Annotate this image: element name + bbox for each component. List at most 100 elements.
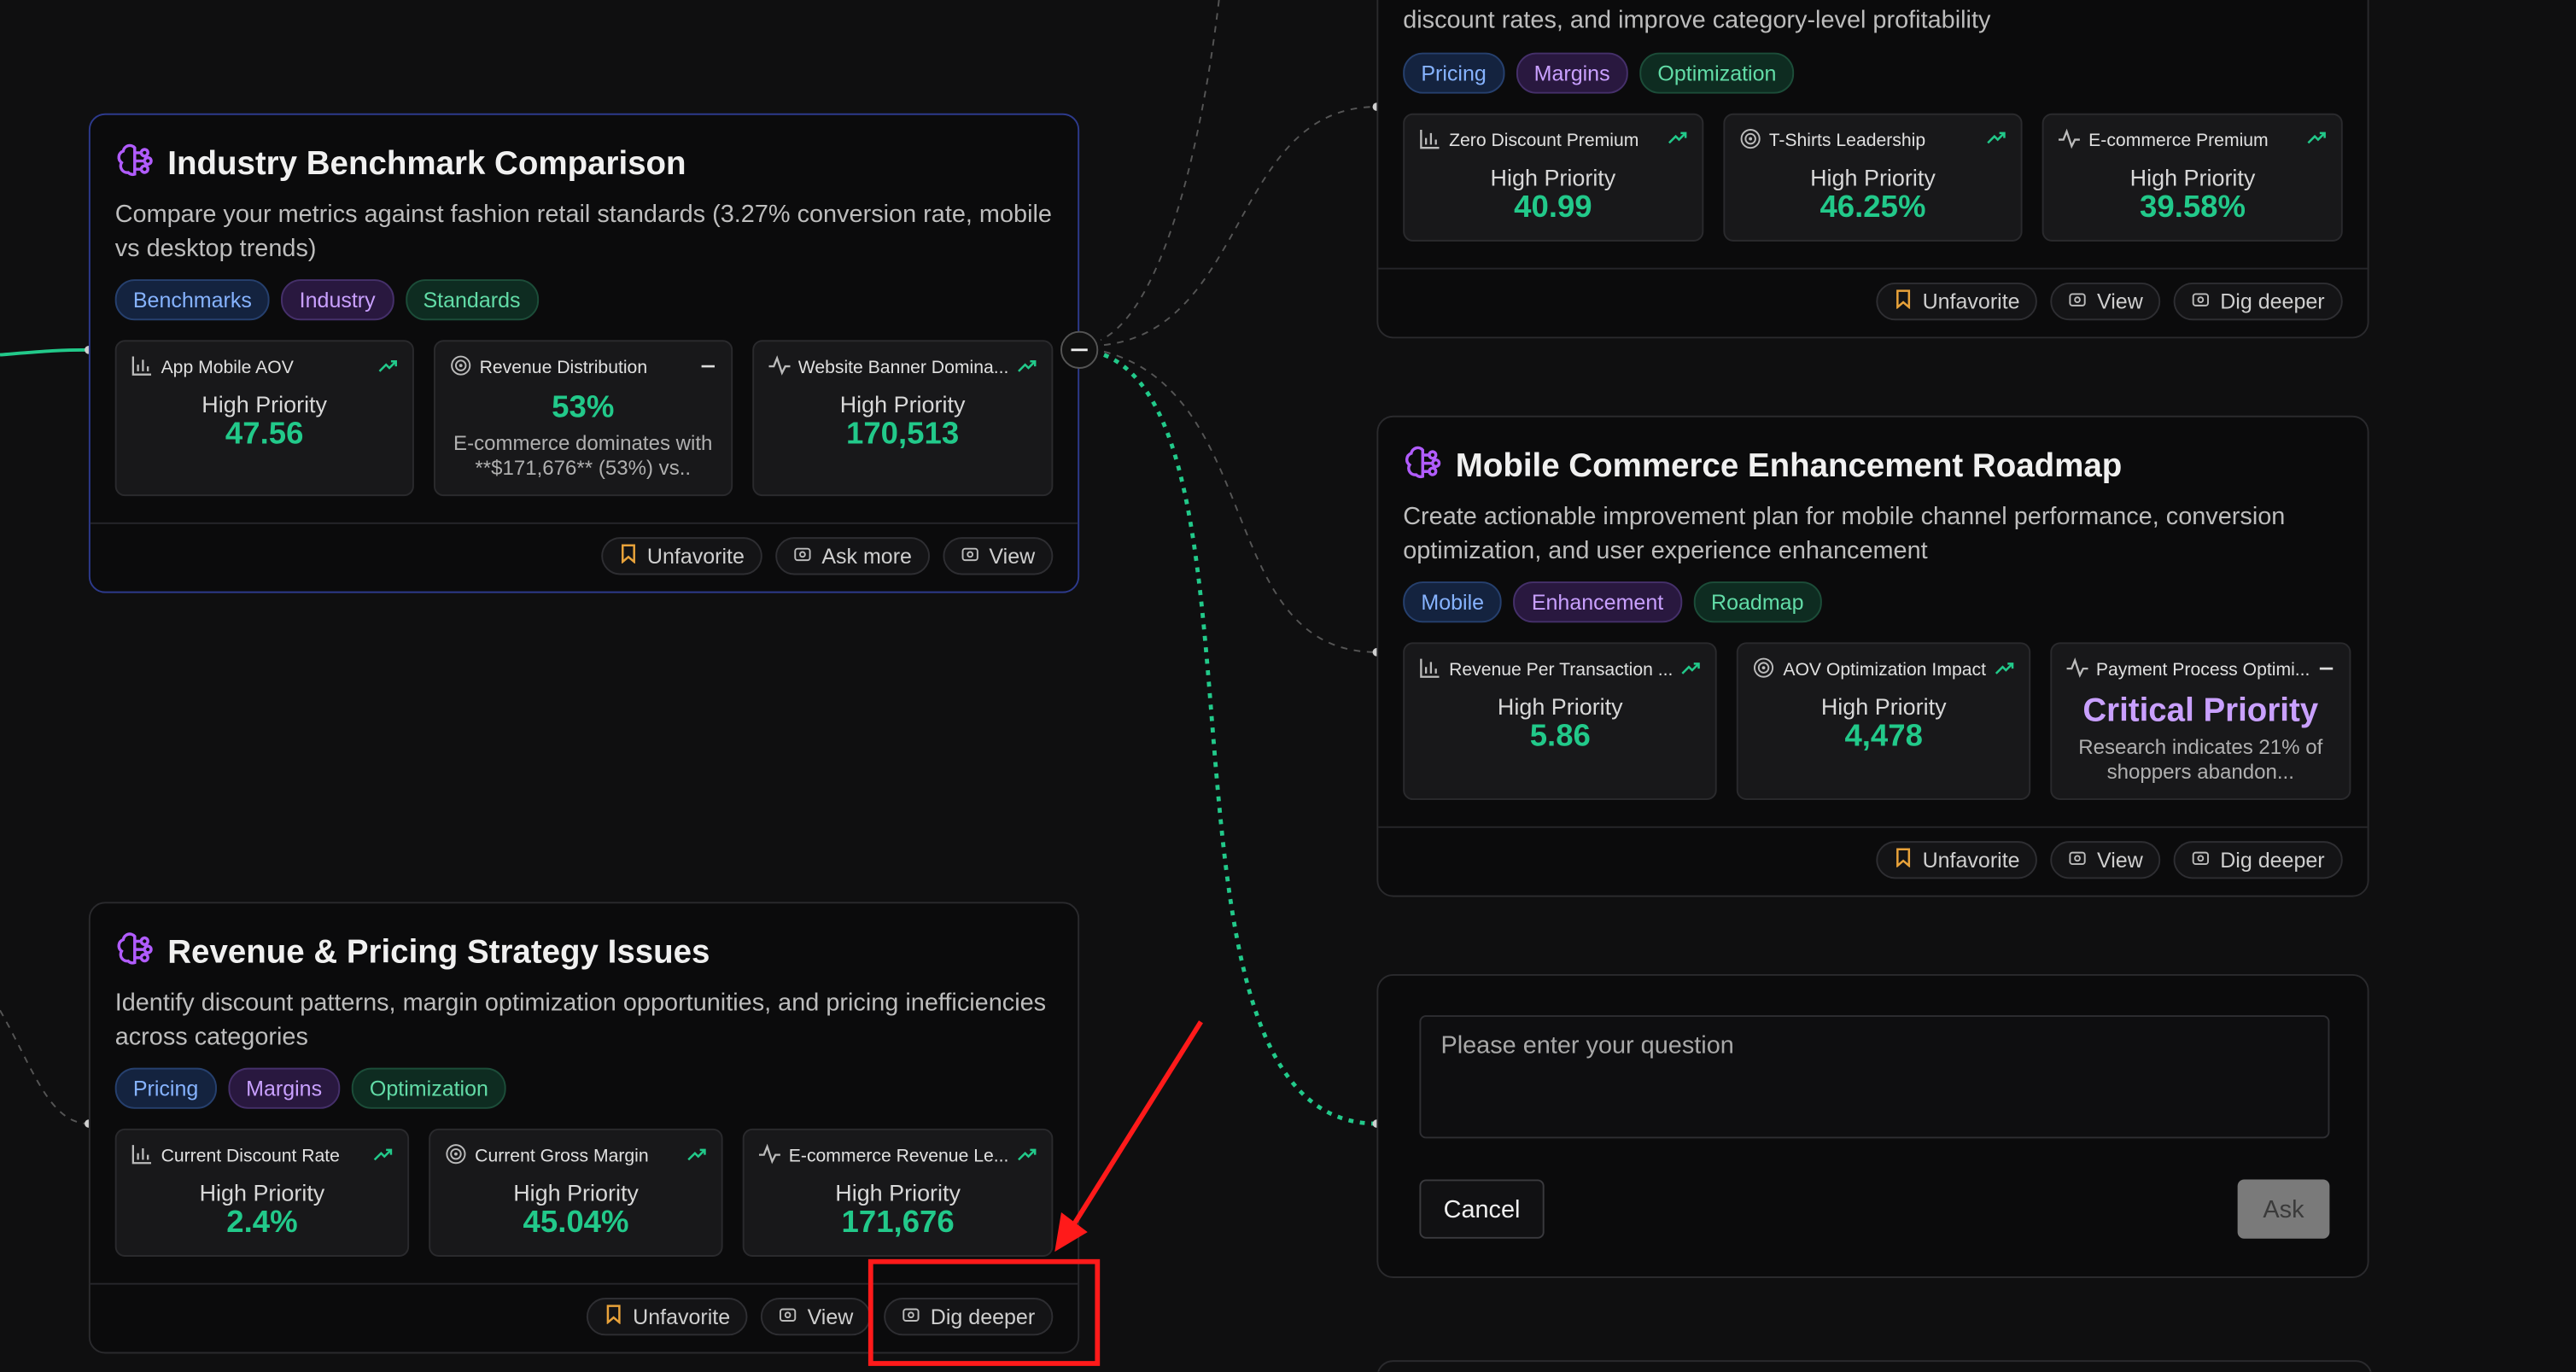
button-icon [780,1305,797,1329]
metric-card[interactable]: E-commerce Revenue Le... High Priority 171… [742,1128,1054,1257]
metric-grid: App Mobile AOV High Priority 47.56 Revenue … [114,340,1054,497]
trend-icon [1995,660,2014,681]
metric-card[interactable]: AOV Optimization Impact High Priority 4,47… [1737,642,2030,801]
trend-icon [686,1146,706,1167]
metric-note: E-commerce dominates with **$171,676** (… [453,432,713,480]
card-description: Create actionable improvement plan for m… [1403,502,2286,564]
metric-card[interactable]: App Mobile AOV High Priority 47.56 [114,340,414,497]
trend-icon [377,357,397,378]
metric-card[interactable]: Website Banner Domina... High Priority 170… [751,340,1054,497]
action-button[interactable]: Unfavorite [1876,841,2038,879]
metric-value: 39.58% [2140,190,2246,225]
metric-header: Current Gross Margin [446,1143,707,1170]
button-label: Unfavorite [633,1304,731,1329]
tag-list: Benchmarks Industry Standards [114,279,1054,321]
button-icon [1895,848,1913,873]
metric-priority: High Priority [1497,692,1623,720]
insight-card: discount rates, and improve category-lev… [1376,0,2369,338]
card-title: Mobile Commerce Enhancement Roadmap [1455,448,2123,485]
action-bar: Unfavorite View Dig deeper [1378,266,2368,336]
button-label: Dig deeper [2220,288,2325,313]
metric-label: Website Banner Domina... [797,358,1009,378]
action-button[interactable]: View [943,537,1054,575]
action-button[interactable]: Unfavorite [601,537,763,575]
title-row: Revenue & Pricing Strategy Issues [115,930,1054,978]
tag: Roadmap [1692,581,1822,623]
ask-button[interactable]: Ask [2237,1179,2330,1239]
metric-card[interactable]: Zero Discount Premium High Priority 40.99 [1403,112,1703,241]
tag-list: Pricing Margins Optimization [1403,51,2343,93]
card-icon [115,930,155,978]
metric-value: 4,478 [1844,719,1923,755]
edge [1103,350,1377,653]
action-button[interactable]: Dig deeper [2174,281,2343,320]
metric-card[interactable]: Current Gross Margin High Priority 45.04% [429,1128,723,1257]
metric-card[interactable]: Payment Process Optimi... Critical Priori… [2050,642,2351,801]
button-label: View [989,543,1036,569]
metric-icon [131,1143,153,1170]
metric-priority: High Priority [513,1179,639,1206]
metric-header: Current Discount Rate [131,1143,393,1170]
trend-icon [1987,130,2006,151]
metric-card[interactable]: Current Discount Rate High Priority 2.4% [114,1128,410,1257]
edge [1100,0,1220,342]
button-icon [2069,289,2087,313]
metric-header: App Mobile AOV [131,355,397,382]
metric-priority: High Priority [202,390,328,417]
tag: Benchmarks [114,279,271,321]
metric-priority: Critical Priority [2082,692,2319,730]
button-label: View [807,1304,854,1329]
metric-priority: High Priority [2129,163,2256,190]
metric-grid: Zero Discount Premium High Priority 40.99 T… [1403,112,2343,241]
metric-card[interactable]: Revenue Per Transaction ... High Priority… [1403,642,1718,801]
metric-icon [759,1143,781,1170]
action-button[interactable]: View [2051,841,2161,879]
question-input[interactable]: Please enter your question [1419,1015,2330,1139]
cancel-button[interactable]: Cancel [1419,1179,1545,1239]
trend-icon [1017,357,1037,378]
action-button[interactable]: Unfavorite [587,1298,749,1336]
metric-label: Current Gross Margin [475,1147,649,1167]
action-bar: Unfavorite Ask more View [90,522,1078,592]
metric-label: E-commerce Premium [2088,130,2269,151]
action-button[interactable]: View [2051,281,2161,320]
metric-priority: High Priority [1490,163,1616,190]
action-button[interactable]: Dig deeper [884,1298,1054,1336]
trend-icon [1681,660,1701,681]
metric-header: E-commerce Premium [2059,127,2327,154]
card-icon [1403,444,1442,492]
action-button[interactable]: View [761,1298,872,1336]
metric-icon [450,355,471,382]
metric-header: Revenue Per Transaction ... [1419,657,1701,684]
metric-header: Zero Discount Premium [1419,127,1686,154]
metric-icon [1739,127,1761,154]
metric-icon [446,1143,467,1170]
card-description: discount rates, and improve category-lev… [1403,6,1991,35]
button-icon [2193,289,2211,313]
action-button[interactable]: Ask more [775,537,931,575]
metric-header: E-commerce Revenue Le... [759,1143,1037,1170]
metric-card[interactable]: E-commerce Premium High Priority 39.58% [2042,112,2343,241]
trend-icon [699,357,716,378]
tag: Industry [281,279,394,321]
button-label: Unfavorite [1922,288,2020,313]
tag: Mobile [1403,581,1503,623]
button-icon [2069,848,2087,873]
metric-value: 46.25% [1820,190,1926,225]
metric-value: 40.99 [1514,190,1592,225]
action-button[interactable]: Unfavorite [1876,281,2038,320]
metric-card[interactable]: Revenue Distribution 53% E-commerce domina… [433,340,733,497]
metric-icon [131,355,153,382]
button-label: Unfavorite [1922,847,2020,873]
button-icon [794,544,812,569]
action-bar: Unfavorite View Dig deeper [1378,826,2368,896]
action-button[interactable]: Dig deeper [2174,841,2343,879]
metric-card[interactable]: T-Shirts Leadership High Priority 46.25% [1722,112,2024,241]
trend-icon [1667,130,1686,151]
metric-grid: Revenue Per Transaction ... High Priority… [1403,642,2351,801]
metric-header: Website Banner Domina... [768,355,1037,382]
trend-icon [2306,130,2326,151]
insight-card: Industry Benchmark Comparison Compare you… [88,113,1080,593]
